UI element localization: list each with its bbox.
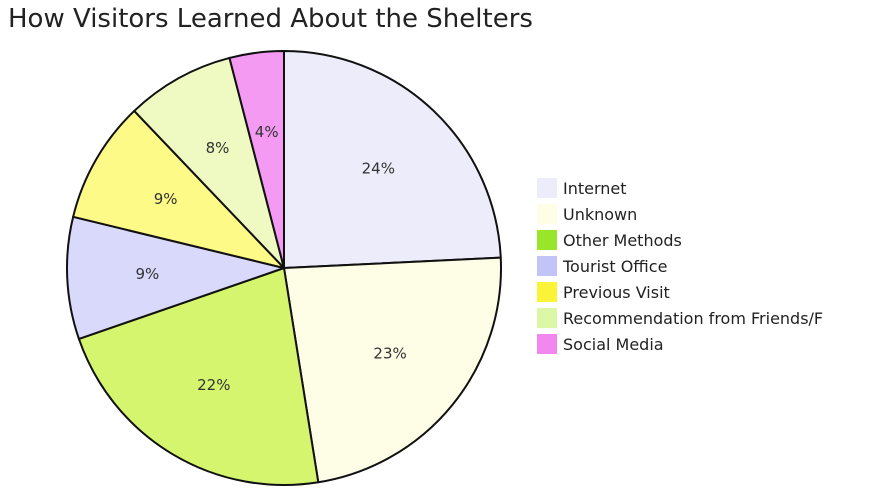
- pie-slice-previous-visit: [72, 109, 285, 269]
- slice-label-tourist-office: 9%: [136, 265, 160, 283]
- slice-label-recommendation-from-friends-family: 8%: [206, 139, 230, 157]
- legend-swatch: [537, 334, 557, 354]
- legend-item-other-methods: Other Methods: [537, 227, 877, 253]
- legend-swatch: [537, 282, 557, 302]
- legend-swatch: [537, 308, 557, 328]
- legend: Internet Unknown Other Methods Tourist Offi…: [537, 175, 877, 357]
- pie-slice-recommendation-from-friends-family: [133, 56, 285, 269]
- legend-label: Social Media: [563, 334, 664, 354]
- pie-slice-unknown: [283, 256, 502, 484]
- pie-slice-internet: [283, 50, 502, 269]
- legend-item-unknown: Unknown: [537, 201, 877, 227]
- legend-item-tourist-office: Tourist Office: [537, 253, 877, 279]
- pie-slice-other-methods: [77, 267, 320, 486]
- legend-item-previous-visit: Previous Visit: [537, 279, 877, 305]
- chart-title: How Visitors Learned About the Shelters: [8, 4, 533, 34]
- pie-slice-tourist-office: [66, 215, 285, 340]
- slice-label-previous-visit: 9%: [154, 190, 178, 208]
- pie-slice-social-media: [228, 50, 285, 269]
- legend-label: Internet: [563, 178, 627, 198]
- legend-item-internet: Internet: [537, 175, 877, 201]
- legend-swatch: [537, 230, 557, 250]
- legend-swatch: [537, 204, 557, 224]
- legend-item-social-media: Social Media: [537, 331, 877, 357]
- legend-item-recommendation-from-friends-family: Recommendation from Friends/F: [537, 305, 877, 331]
- legend-swatch: [537, 256, 557, 276]
- slice-label-other-methods: 22%: [197, 376, 230, 394]
- legend-label: Previous Visit: [563, 282, 670, 302]
- slice-label-internet: 24%: [362, 160, 395, 178]
- legend-swatch: [537, 178, 557, 198]
- slice-label-unknown: 23%: [373, 345, 406, 363]
- legend-label: Unknown: [563, 204, 638, 224]
- legend-label: Tourist Office: [563, 256, 668, 276]
- legend-label: Recommendation from Friends/F: [563, 308, 824, 328]
- slice-label-social-media: 4%: [255, 123, 279, 141]
- legend-label: Other Methods: [563, 230, 682, 250]
